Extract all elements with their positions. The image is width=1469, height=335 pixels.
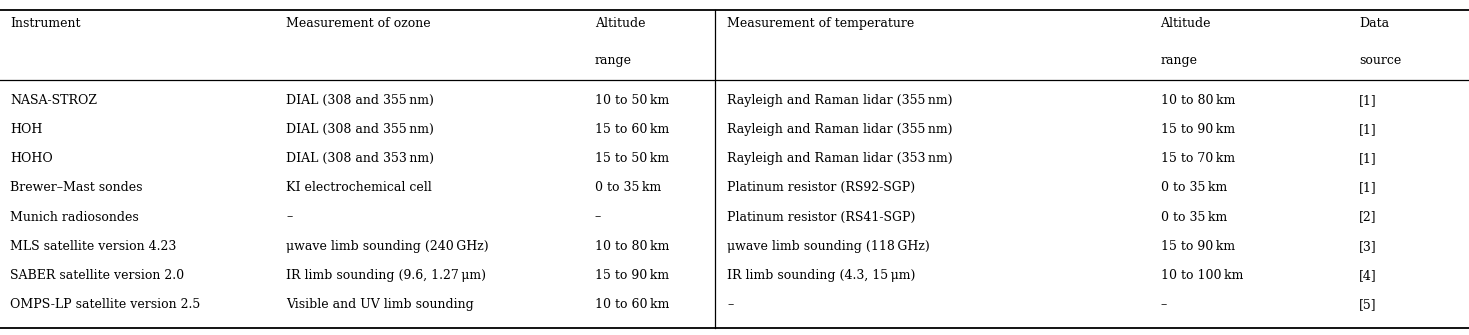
Text: –: – xyxy=(595,211,601,223)
Text: Brewer–Mast sondes: Brewer–Mast sondes xyxy=(10,182,142,194)
Text: Platinum resistor (RS41-SGP): Platinum resistor (RS41-SGP) xyxy=(727,211,915,223)
Text: [4]: [4] xyxy=(1359,269,1376,282)
Text: [1]: [1] xyxy=(1359,182,1376,194)
Text: MLS satellite version 4.23: MLS satellite version 4.23 xyxy=(10,240,176,253)
Text: Munich radiosondes: Munich radiosondes xyxy=(10,211,140,223)
Text: 0 to 35 km: 0 to 35 km xyxy=(1161,211,1227,223)
Text: range: range xyxy=(595,54,632,67)
Text: Visible and UV limb sounding: Visible and UV limb sounding xyxy=(286,298,474,311)
Text: Platinum resistor (RS92-SGP): Platinum resistor (RS92-SGP) xyxy=(727,182,915,194)
Text: 0 to 35 km: 0 to 35 km xyxy=(1161,182,1227,194)
Text: 10 to 50 km: 10 to 50 km xyxy=(595,94,670,107)
Text: 15 to 90 km: 15 to 90 km xyxy=(1161,123,1234,136)
Text: SABER satellite version 2.0: SABER satellite version 2.0 xyxy=(10,269,185,282)
Text: 15 to 60 km: 15 to 60 km xyxy=(595,123,670,136)
Text: [1]: [1] xyxy=(1359,152,1376,165)
Text: μwave limb sounding (118 GHz): μwave limb sounding (118 GHz) xyxy=(727,240,930,253)
Text: Altitude: Altitude xyxy=(1161,17,1210,30)
Text: μwave limb sounding (240 GHz): μwave limb sounding (240 GHz) xyxy=(286,240,489,253)
Text: 15 to 70 km: 15 to 70 km xyxy=(1161,152,1234,165)
Text: –: – xyxy=(727,298,733,311)
Text: source: source xyxy=(1359,54,1401,67)
Text: [1]: [1] xyxy=(1359,94,1376,107)
Text: Rayleigh and Raman lidar (355 nm): Rayleigh and Raman lidar (355 nm) xyxy=(727,123,953,136)
Text: [2]: [2] xyxy=(1359,211,1376,223)
Text: IR limb sounding (4.3, 15 μm): IR limb sounding (4.3, 15 μm) xyxy=(727,269,915,282)
Text: 10 to 80 km: 10 to 80 km xyxy=(595,240,670,253)
Text: [3]: [3] xyxy=(1359,240,1376,253)
Text: Data: Data xyxy=(1359,17,1390,30)
Text: NASA-STROZ: NASA-STROZ xyxy=(10,94,97,107)
Text: Measurement of temperature: Measurement of temperature xyxy=(727,17,914,30)
Text: 15 to 50 km: 15 to 50 km xyxy=(595,152,668,165)
Text: Rayleigh and Raman lidar (355 nm): Rayleigh and Raman lidar (355 nm) xyxy=(727,94,953,107)
Text: DIAL (308 and 355 nm): DIAL (308 and 355 nm) xyxy=(286,94,435,107)
Text: 10 to 100 km: 10 to 100 km xyxy=(1161,269,1243,282)
Text: HOHO: HOHO xyxy=(10,152,53,165)
Text: 10 to 80 km: 10 to 80 km xyxy=(1161,94,1235,107)
Text: Instrument: Instrument xyxy=(10,17,81,30)
Text: DIAL (308 and 355 nm): DIAL (308 and 355 nm) xyxy=(286,123,435,136)
Text: range: range xyxy=(1161,54,1197,67)
Text: 15 to 90 km: 15 to 90 km xyxy=(595,269,668,282)
Text: HOH: HOH xyxy=(10,123,43,136)
Text: 10 to 60 km: 10 to 60 km xyxy=(595,298,670,311)
Text: IR limb sounding (9.6, 1.27 μm): IR limb sounding (9.6, 1.27 μm) xyxy=(286,269,486,282)
Text: OMPS-LP satellite version 2.5: OMPS-LP satellite version 2.5 xyxy=(10,298,201,311)
Text: Measurement of ozone: Measurement of ozone xyxy=(286,17,430,30)
Text: Rayleigh and Raman lidar (353 nm): Rayleigh and Raman lidar (353 nm) xyxy=(727,152,953,165)
Text: [5]: [5] xyxy=(1359,298,1376,311)
Text: KI electrochemical cell: KI electrochemical cell xyxy=(286,182,432,194)
Text: 0 to 35 km: 0 to 35 km xyxy=(595,182,661,194)
Text: 15 to 90 km: 15 to 90 km xyxy=(1161,240,1234,253)
Text: Altitude: Altitude xyxy=(595,17,645,30)
Text: [1]: [1] xyxy=(1359,123,1376,136)
Text: DIAL (308 and 353 nm): DIAL (308 and 353 nm) xyxy=(286,152,435,165)
Text: –: – xyxy=(286,211,292,223)
Text: –: – xyxy=(1161,298,1166,311)
